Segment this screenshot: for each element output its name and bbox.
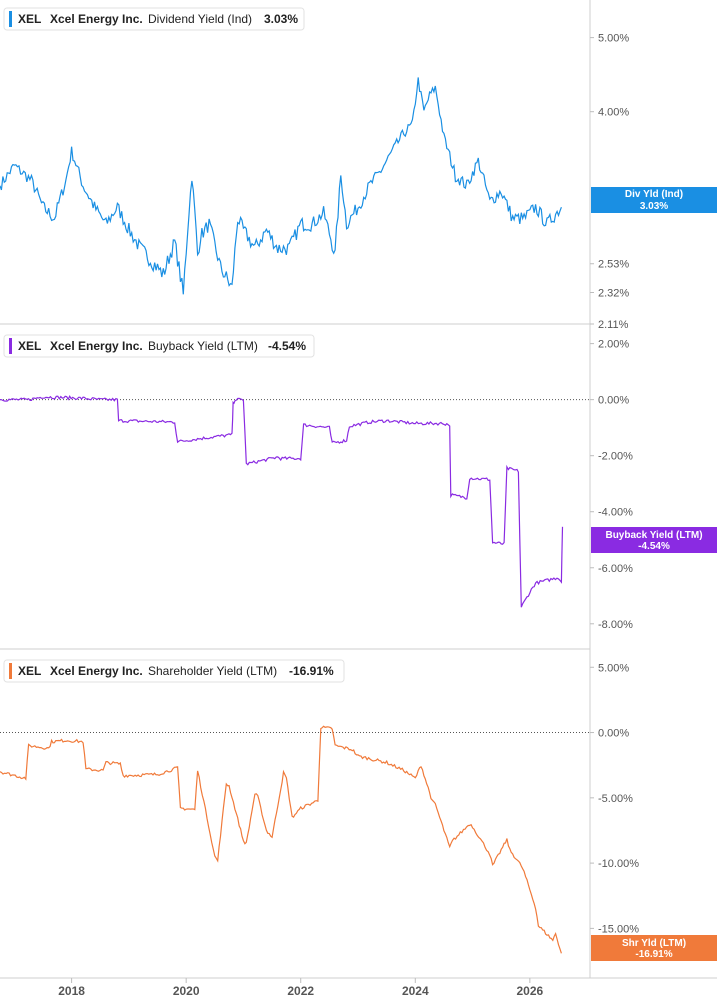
x-axis: 2018 2020 2022 2024 2026 xyxy=(58,978,544,998)
dividend-yield-legend-metric: Dividend Yield (Ind) xyxy=(148,12,252,26)
shareholder-yield-legend-color xyxy=(9,663,12,679)
dividend-yield-badge-box xyxy=(591,187,717,213)
buyback-yield-line xyxy=(0,394,564,608)
dividend-yield-legend-color xyxy=(9,11,12,27)
dividend-yield-legend-company: Xcel Energy Inc. xyxy=(50,12,143,26)
shareholder-yield-legend-metric: Shareholder Yield (LTM) xyxy=(148,664,277,678)
y-tick-label: 0.00% xyxy=(598,395,629,407)
x-tick-label: 2020 xyxy=(173,984,200,998)
y-tick-label: 2.00% xyxy=(598,339,629,351)
buyback-yield-legend-color xyxy=(9,338,12,354)
y-tick-label: -15.00% xyxy=(598,923,639,935)
y-tick-label: -2.00% xyxy=(598,451,633,463)
dividend-yield-line xyxy=(0,77,562,295)
buyback-yield-badge-box xyxy=(591,527,717,553)
shareholder-yield-badge: Shr Yld (LTM) -16.91% xyxy=(591,935,717,961)
shareholder-yield-line xyxy=(0,725,562,954)
dividend-yield-badge-label: Div Yld (Ind) xyxy=(625,189,683,200)
dividend-yield-panel: 5.00% 4.00% 2.53% 2.32% 2.11% XEL Xcel Energ… xyxy=(0,7,717,331)
y-tick-label: -4.00% xyxy=(598,507,633,519)
shareholder-yield-legend: XEL Xcel Energy Inc. Shareholder Yield (… xyxy=(3,659,345,683)
x-tick-label: 2024 xyxy=(402,984,429,998)
x-tick-label: 2018 xyxy=(58,984,85,998)
y-tick-label: 5.00% xyxy=(598,662,629,674)
y-tick-label: 2.53% xyxy=(598,259,629,271)
buyback-yield-panel: 2.00% 0.00% -2.00% -4.00% -6.00% -8.00% XEL X… xyxy=(0,334,717,631)
buyback-yield-legend: XEL Xcel Energy Inc. Buyback Yield (LTM)… xyxy=(3,334,315,358)
dividend-yield-badge: Div Yld (Ind) 3.03% xyxy=(591,187,717,213)
buyback-yield-badge-label: Buyback Yield (LTM) xyxy=(605,530,702,541)
y-tick-label: 5.00% xyxy=(598,33,629,45)
buyback-yield-legend-value: -4.54% xyxy=(268,339,306,353)
dividend-yield-badge-value: 3.03% xyxy=(640,201,668,212)
y-tick-label: -10.00% xyxy=(598,858,639,870)
x-tick-label: 2022 xyxy=(287,984,314,998)
y-tick-label: 4.00% xyxy=(598,107,629,119)
shareholder-yield-badge-label: Shr Yld (LTM) xyxy=(622,938,686,949)
shareholder-yield-legend-value: -16.91% xyxy=(289,664,334,678)
buyback-yield-ticks: 2.00% 0.00% -2.00% -4.00% -6.00% -8.00% xyxy=(590,339,633,631)
buyback-yield-legend-metric: Buyback Yield (LTM) xyxy=(148,339,258,353)
shareholder-yield-panel: 5.00% 0.00% -5.00% -10.00% -15.00% XEL Xcel … xyxy=(0,659,717,961)
dividend-yield-legend-value: 3.03% xyxy=(264,12,298,26)
buyback-yield-badge-value: -4.54% xyxy=(638,541,670,552)
buyback-yield-legend-company: Xcel Energy Inc. xyxy=(50,339,143,353)
x-tick-label: 2026 xyxy=(517,984,544,998)
shareholder-yield-legend-ticker: XEL xyxy=(18,664,41,678)
y-tick-label: 2.32% xyxy=(598,288,629,300)
y-tick-label: 2.11% xyxy=(598,319,629,331)
buyback-yield-legend-ticker: XEL xyxy=(18,339,41,353)
shareholder-yield-badge-box xyxy=(591,935,717,961)
shareholder-yield-ticks: 5.00% 0.00% -5.00% -10.00% -15.00% xyxy=(590,662,639,935)
y-tick-label: -6.00% xyxy=(598,563,633,575)
y-tick-label: -8.00% xyxy=(598,619,633,631)
y-tick-label: 0.00% xyxy=(598,728,629,740)
dividend-yield-legend-ticker: XEL xyxy=(18,12,41,26)
dividend-yield-ticks: 5.00% 4.00% 2.53% 2.32% 2.11% xyxy=(590,33,629,331)
dividend-yield-legend: XEL Xcel Energy Inc. Dividend Yield (Ind… xyxy=(3,7,305,31)
shareholder-yield-badge-value: -16.91% xyxy=(635,949,672,960)
shareholder-yield-legend-company: Xcel Energy Inc. xyxy=(50,664,143,678)
y-tick-label: -5.00% xyxy=(598,793,633,805)
buyback-yield-badge: Buyback Yield (LTM) -4.54% xyxy=(591,527,717,553)
